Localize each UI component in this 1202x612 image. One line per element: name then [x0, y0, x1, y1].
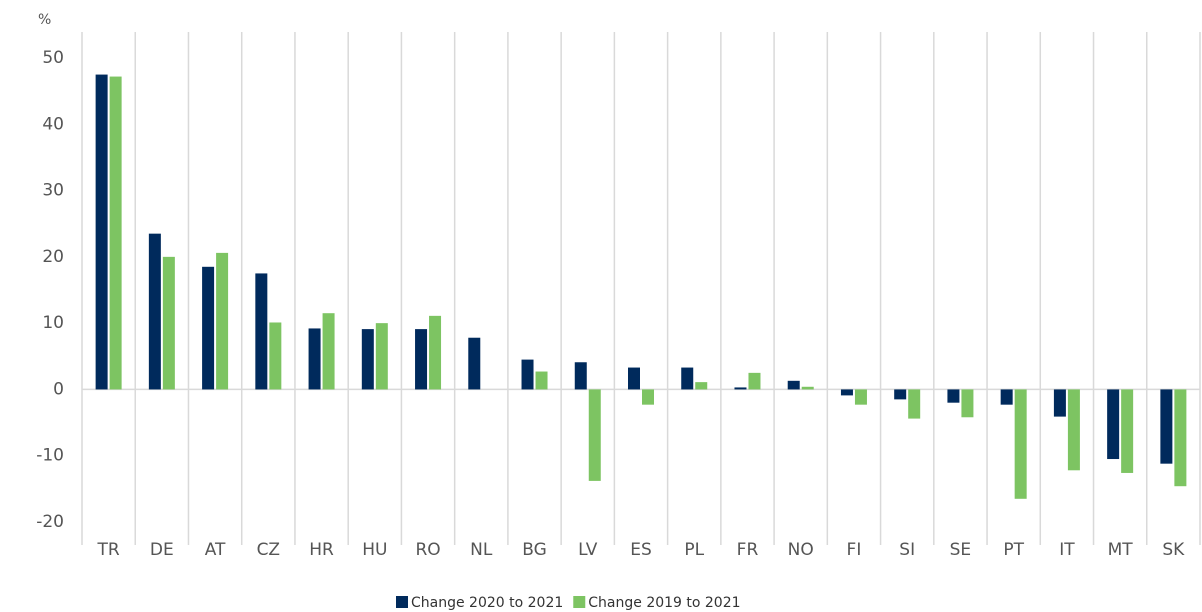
y-tick-label: -20: [36, 512, 64, 532]
bar: [308, 328, 321, 390]
x-tick-label: NL: [470, 540, 493, 560]
x-tick-label: PL: [684, 540, 704, 560]
y-axis-label: %: [38, 12, 51, 28]
y-tick-label: 20: [42, 247, 64, 267]
x-tick-label: DE: [150, 540, 174, 560]
bar: [162, 256, 175, 390]
x-tick-label: MT: [1108, 540, 1134, 560]
x-tick-label: AT: [205, 540, 226, 560]
bar: [1107, 389, 1120, 460]
bar: [748, 372, 761, 390]
bar: [787, 380, 800, 390]
bar: [801, 386, 814, 390]
bar: [947, 389, 960, 403]
bar: [840, 389, 853, 396]
bar: [521, 359, 534, 390]
bar: [681, 367, 694, 390]
x-tick-label: TR: [97, 540, 120, 560]
bar: [1160, 389, 1173, 464]
bar: [415, 329, 428, 390]
x-tick-label: BG: [522, 540, 547, 560]
x-tick-label: HR: [309, 540, 334, 560]
bar: [1053, 389, 1066, 417]
bar: [695, 382, 708, 390]
x-tick-label: NO: [788, 540, 814, 560]
x-tick-label: SE: [950, 540, 972, 560]
bar: [1174, 389, 1187, 487]
x-tick-label: CZ: [257, 540, 281, 560]
legend-label: Change 2020 to 2021: [411, 595, 563, 611]
legend-swatch: [573, 596, 586, 608]
bar: [535, 371, 548, 390]
bar: [642, 389, 654, 405]
y-tick-label: 50: [42, 48, 64, 68]
bar: [109, 76, 122, 390]
x-tick-label: SK: [1162, 540, 1185, 560]
bar: [908, 389, 921, 419]
legend-label: Change 2019 to 2021: [588, 595, 740, 611]
bar: [429, 315, 442, 390]
bar: [1014, 389, 1027, 499]
y-tick-label: -10: [36, 446, 64, 466]
bar: [894, 389, 907, 400]
bar: [588, 389, 601, 481]
x-tick-label: IT: [1059, 540, 1075, 560]
x-tick-label: FI: [847, 540, 862, 560]
bar: [375, 323, 388, 390]
x-tick-label: FR: [737, 540, 759, 560]
bar: [1000, 389, 1013, 405]
y-tick-label: 0: [53, 379, 64, 399]
bar: [95, 74, 108, 390]
x-tick-label: RO: [415, 540, 440, 560]
y-tick-label: 30: [42, 181, 64, 201]
bar: [269, 322, 282, 390]
bar: [468, 337, 481, 390]
bar: [734, 387, 747, 390]
bar: [148, 233, 161, 390]
x-tick-label: SI: [899, 540, 915, 560]
bar: [574, 362, 587, 390]
x-tick-label: PT: [1003, 540, 1024, 560]
bar: [216, 252, 229, 390]
bar: [1121, 389, 1134, 473]
x-tick-label: ES: [630, 540, 652, 560]
bar: [322, 313, 335, 390]
x-tick-label: LV: [578, 540, 598, 560]
bar: [1067, 389, 1080, 471]
bar: [854, 389, 867, 405]
bar: [961, 389, 974, 418]
y-tick-label: 10: [42, 313, 64, 333]
bar: [255, 273, 268, 390]
y-tick-label: 40: [42, 114, 64, 134]
x-tick-label: HU: [362, 540, 387, 560]
bar: [628, 367, 640, 390]
bar: [361, 329, 374, 390]
legend-swatch: [396, 596, 408, 608]
bar: [202, 266, 215, 390]
